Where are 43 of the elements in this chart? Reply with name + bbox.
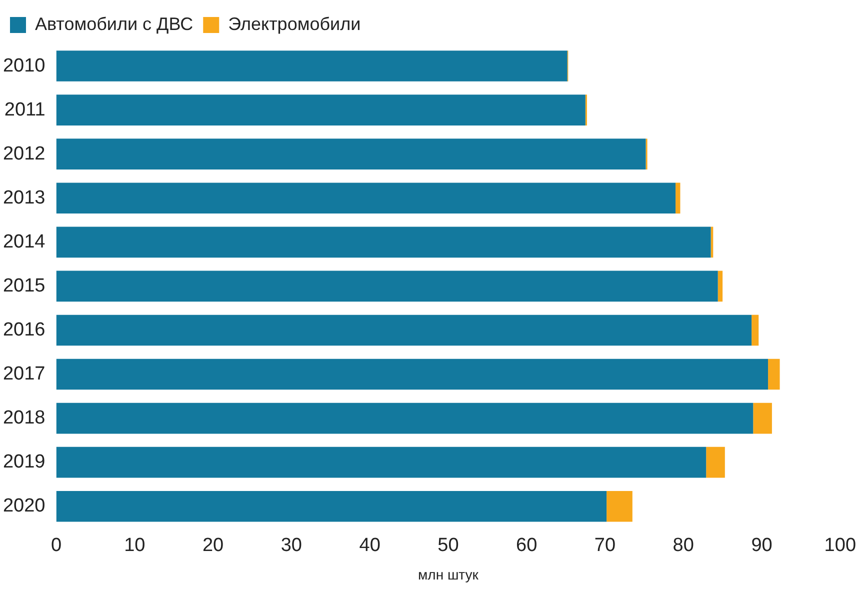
x-tick-label: 70 [594,535,616,556]
x-axis-title: млн штук [418,566,480,582]
bar [56,358,768,390]
bar [56,446,706,478]
x-tick-label: 50 [438,535,459,556]
bar [56,270,718,302]
legend-label: Электромобили [228,14,361,34]
y-tick-label: 2019 [2,452,46,473]
x-tick-label: 40 [359,535,380,556]
bar [768,358,780,390]
bar [56,402,754,434]
bar [706,446,725,478]
bar [56,50,568,82]
bar [56,138,646,170]
x-tick-label: 60 [516,535,538,556]
y-tick-label: 2020 [2,496,46,517]
bar [752,314,759,346]
bar [56,314,752,346]
x-tick-label: 80 [672,535,694,556]
x-tick-label: 20 [202,535,224,556]
y-tick-label: 2017 [2,364,46,385]
bar [676,182,680,214]
y-tick-label: 2010 [2,55,46,76]
y-tick-label: 2012 [2,143,46,164]
bar [606,490,632,522]
bar [56,94,586,126]
legend-label: Автомобили с ДВС [35,14,194,34]
bar [56,490,607,522]
y-tick-label: 2014 [2,231,46,252]
y-tick-label: 2018 [2,408,46,429]
y-tick-label: 2011 [4,99,46,120]
bar [56,182,676,214]
bar [753,402,772,434]
y-tick-label: 2015 [2,275,46,296]
x-tick-label: 10 [124,535,146,556]
x-tick-label: 0 [50,535,62,556]
bar [718,270,723,302]
y-tick-label: 2016 [2,319,46,340]
x-tick-label: 100 [824,535,856,556]
x-tick-label: 90 [751,535,772,556]
y-tick-label: 2013 [2,187,46,208]
bar [56,226,711,258]
x-tick-label: 30 [280,535,302,556]
